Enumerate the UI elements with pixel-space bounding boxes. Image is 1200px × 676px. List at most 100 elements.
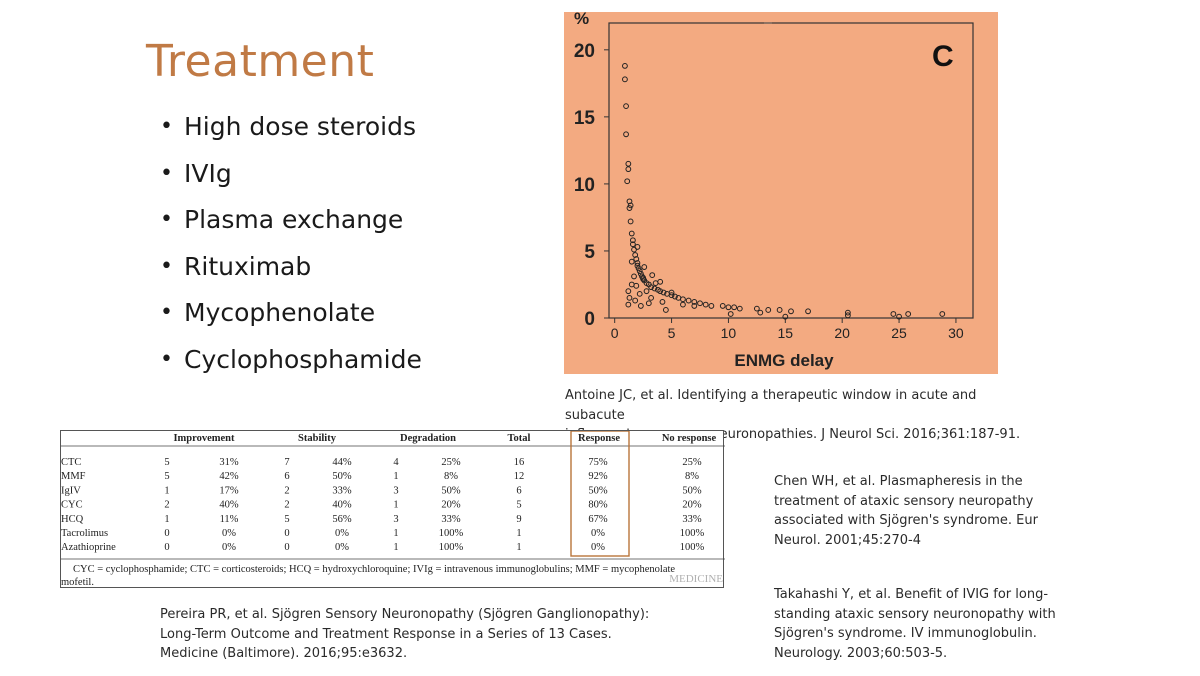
table-cell: 2	[284, 485, 289, 496]
chart-svg: % C ENMG delay 0 5 10 15 20 0 5 10 15 20 25 30	[574, 12, 974, 370]
table-body: CTC 5 31% 7 44% 4 25% 16 75% 25%MMF 5 42% 6 50% 1 8% 12 9…	[61, 457, 705, 553]
table-row: Tacrolimus 0 0% 0 0% 1 100% 1 0% 100%	[61, 528, 705, 539]
table-cell: 0%	[591, 542, 605, 553]
treatment-item: Mycophenolate	[160, 298, 422, 345]
scatter-point	[624, 178, 631, 185]
scatter-point	[725, 304, 732, 311]
table-cell: 100%	[680, 528, 705, 539]
table-cell: 1	[393, 500, 398, 511]
journal-watermark: MEDICINE	[669, 573, 723, 585]
drug-name-cell: Tacrolimus	[61, 528, 108, 539]
citation-line: Pereira PR, et al. Sjögren Sensory Neuro…	[160, 607, 650, 622]
scatter-point	[685, 297, 692, 304]
plot-frame	[608, 22, 974, 319]
scatter-point	[625, 288, 632, 295]
scatter-point	[719, 303, 726, 309]
scatter-point	[640, 276, 647, 283]
scatter-point	[636, 268, 643, 274]
header-stability: Stability	[298, 433, 337, 444]
y-tick-label: 0	[584, 309, 595, 330]
scatter-point	[634, 244, 641, 250]
scatter-point	[697, 300, 703, 307]
table-cell: 0%	[222, 528, 236, 539]
response-highlight-box	[570, 431, 630, 557]
table-cell: 6	[516, 485, 521, 496]
scatter-point	[626, 205, 633, 211]
table-cell: 4	[393, 457, 399, 468]
table-cell: 6	[284, 471, 289, 482]
scatter-point	[691, 299, 698, 305]
treatment-item: Cyclophosphamide	[160, 345, 422, 392]
scatter-point	[627, 202, 634, 209]
table-footnote: CYC = cyclophosphamide; CTC = corticoste…	[73, 564, 675, 575]
table-cell: 50%	[441, 485, 461, 496]
table-cell: 5	[516, 500, 521, 511]
scatter-point	[844, 312, 851, 319]
table-cell: 44%	[332, 457, 352, 468]
scatter-point	[648, 294, 654, 301]
y-tick-label: 20	[574, 41, 595, 62]
x-axis-label: ENMG delay	[734, 351, 834, 370]
table-cell: 16	[514, 457, 525, 468]
drug-name-cell: IgIV	[61, 485, 81, 496]
scatter-point	[651, 285, 658, 292]
table-cell: 0	[284, 542, 289, 553]
scatter-point	[905, 311, 912, 317]
scatter-point	[662, 307, 669, 313]
table-row: Azathioprine 0 0% 0 0% 1 100% 1 0% 100%	[61, 542, 705, 553]
treatment-item: Plasma exchange	[160, 205, 422, 252]
citation-line: Neurology. 2003;60:503-5.	[774, 645, 948, 661]
table-cell: 5	[164, 457, 169, 468]
table-cell: 3	[393, 514, 398, 525]
table-cell: 42%	[219, 471, 239, 482]
table-cell: 33%	[332, 485, 352, 496]
scatter-point	[788, 308, 794, 315]
table-cell: 40%	[219, 500, 239, 511]
table-cell: 56%	[332, 514, 352, 525]
drug-name-cell: CYC	[61, 500, 83, 511]
scatter-point	[844, 309, 851, 316]
table-cell: 25%	[682, 457, 702, 468]
table-cell: 25%	[441, 457, 461, 468]
x-tick-label: 10	[721, 325, 737, 341]
table-row: IgIV 1 17% 2 33% 3 50% 6 50% 50%	[61, 485, 702, 496]
scatter-point	[632, 252, 639, 258]
scatter-point	[645, 300, 652, 307]
table-cell: 100%	[680, 542, 705, 553]
header-total: Total	[508, 433, 531, 444]
scatter-point	[731, 304, 738, 311]
scatter-point	[631, 273, 637, 280]
table-cell: 0%	[591, 528, 605, 539]
scatter-point	[622, 76, 628, 83]
table-cell: 50%	[332, 471, 352, 482]
drug-name-cell: CTC	[61, 457, 81, 468]
scatter-point	[633, 256, 640, 262]
x-tick-label: 25	[891, 325, 907, 341]
scatter-point	[643, 288, 650, 295]
scatter-point	[939, 311, 946, 317]
data-points	[622, 63, 946, 320]
table-cell: 7	[284, 457, 289, 468]
scatter-point	[626, 294, 633, 301]
scatter-point	[634, 262, 641, 269]
table-cell: 75%	[588, 457, 608, 468]
table-cell: 8%	[685, 471, 699, 482]
table-cell: 2	[164, 500, 169, 511]
table-cell: 0%	[335, 542, 349, 553]
x-tick-label: 5	[668, 325, 676, 341]
table-cell: 3	[393, 485, 398, 496]
table-cell: 1	[516, 542, 521, 553]
scatter-point	[668, 292, 675, 299]
table-cell: 1	[393, 528, 398, 539]
scatter-point	[622, 63, 628, 69]
scatter-point	[629, 237, 636, 244]
scatter-point	[627, 218, 634, 225]
table-cell: 31%	[219, 457, 239, 468]
scatter-point	[680, 301, 686, 308]
scatter-point	[765, 307, 772, 313]
citation-line: Medicine (Baltimore). 2016;95:e3632.	[160, 646, 408, 661]
table-cell: 5	[164, 471, 169, 482]
table-cell: 1	[164, 514, 169, 525]
scatter-point	[625, 301, 632, 308]
scatter-point	[680, 296, 686, 303]
